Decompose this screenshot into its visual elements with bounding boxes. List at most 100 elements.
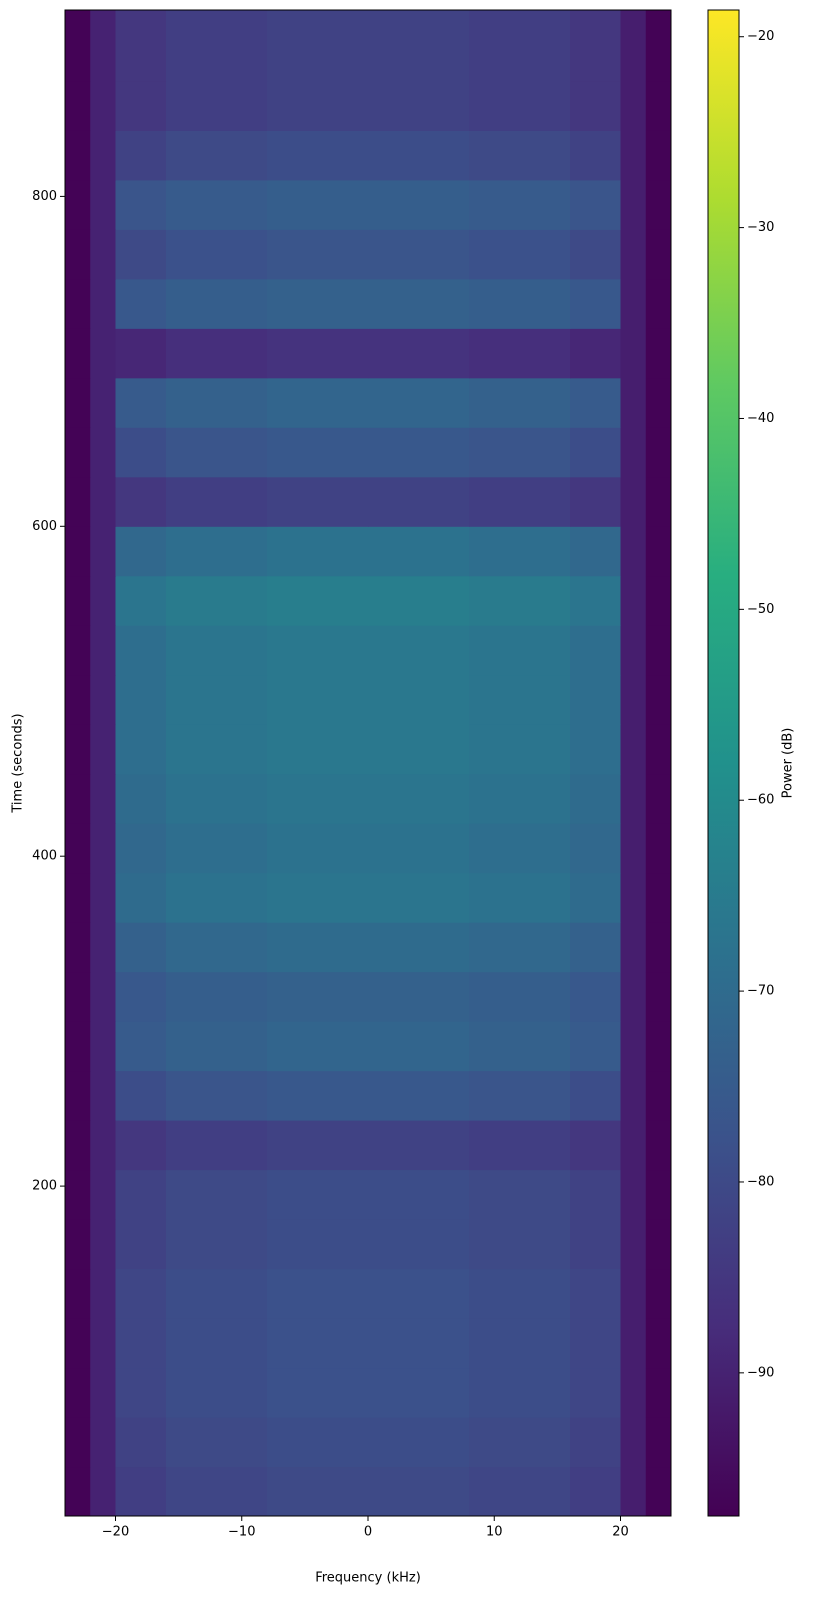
heatmap-cell xyxy=(368,1219,470,1270)
heatmap-cell xyxy=(166,872,268,923)
heatmap-cell xyxy=(65,130,91,181)
heatmap-cell xyxy=(368,179,470,230)
heatmap-cell xyxy=(469,773,571,824)
heatmap-cell xyxy=(620,1070,647,1121)
heatmap-cell xyxy=(90,377,116,428)
heatmap-cell xyxy=(65,80,91,131)
heatmap-cell xyxy=(645,674,672,725)
colorbar-tick-label: −80 xyxy=(747,1174,774,1189)
heatmap-cell xyxy=(469,476,571,527)
heatmap-cell xyxy=(620,328,647,379)
heatmap-cell xyxy=(267,575,369,626)
heatmap-cell xyxy=(90,80,116,131)
heatmap-cell xyxy=(469,1219,571,1270)
heatmap-cell xyxy=(65,724,91,775)
heatmap-cell xyxy=(90,823,116,874)
x-axis-label: Frequency (kHz) xyxy=(315,1571,421,1586)
heatmap-cell xyxy=(115,922,167,973)
heatmap-cell xyxy=(645,229,672,280)
heatmap-cell xyxy=(267,80,369,131)
heatmap-cell xyxy=(620,377,647,428)
heatmap-cell xyxy=(469,1169,571,1220)
heatmap-cell xyxy=(90,922,116,973)
heatmap-cell xyxy=(469,674,571,725)
heatmap-cell xyxy=(620,278,647,329)
heatmap-cell xyxy=(65,377,91,428)
heatmap-cell xyxy=(570,278,621,329)
heatmap-cell xyxy=(368,1021,470,1072)
heatmap-cell xyxy=(65,823,91,874)
colorbar-label: Power (dB) xyxy=(781,728,796,799)
heatmap-cell xyxy=(570,674,621,725)
heatmap-cell xyxy=(166,773,268,824)
heatmap-cell xyxy=(115,1268,167,1319)
heatmap-cell xyxy=(368,823,470,874)
heatmap-cell xyxy=(368,575,470,626)
heatmap-cell xyxy=(166,922,268,973)
heatmap-cell xyxy=(166,427,268,478)
heatmap-cell xyxy=(166,1268,268,1319)
heatmap-cell xyxy=(115,674,167,725)
heatmap-cell xyxy=(267,1367,369,1418)
heatmap-cell xyxy=(65,328,91,379)
heatmap-cell xyxy=(469,1021,571,1072)
heatmap-cell xyxy=(115,10,167,82)
heatmap-cell xyxy=(267,1169,369,1220)
heatmap-cell xyxy=(368,328,470,379)
heatmap-cell xyxy=(115,575,167,626)
heatmap-cell xyxy=(166,377,268,428)
heatmap-cell xyxy=(620,1318,647,1369)
heatmap-cell xyxy=(115,971,167,1022)
heatmap-cell xyxy=(469,80,571,131)
heatmap-cell xyxy=(645,10,672,82)
heatmap-cell xyxy=(267,1466,369,1517)
heatmap-cell xyxy=(620,724,647,775)
heatmap-cell xyxy=(166,823,268,874)
heatmap-cell xyxy=(65,1466,91,1517)
heatmap-cell xyxy=(620,1120,647,1171)
heatmap-cell xyxy=(368,229,470,280)
heatmap-cell xyxy=(166,229,268,280)
heatmap-cell xyxy=(166,1120,268,1171)
heatmap-cell xyxy=(645,179,672,230)
heatmap-cell xyxy=(570,724,621,775)
heatmap-cell xyxy=(469,278,571,329)
heatmap-cell xyxy=(166,971,268,1022)
heatmap-cell xyxy=(570,922,621,973)
heatmap-cell xyxy=(166,1466,268,1517)
heatmap-cell xyxy=(267,724,369,775)
heatmap-cell xyxy=(166,1021,268,1072)
heatmap-cell xyxy=(115,1070,167,1121)
heatmap-cell xyxy=(166,526,268,577)
heatmap-cell xyxy=(469,1070,571,1121)
heatmap-cell xyxy=(267,526,369,577)
heatmap-cell xyxy=(115,823,167,874)
heatmap-cell xyxy=(368,674,470,725)
y-tick-label: 600 xyxy=(32,519,57,534)
colorbar-tick-label: −70 xyxy=(747,984,774,999)
heatmap-cell xyxy=(620,427,647,478)
heatmap-cell xyxy=(570,1466,621,1517)
heatmap-cell xyxy=(65,1070,91,1121)
heatmap-cell xyxy=(115,229,167,280)
heatmap-cell xyxy=(620,1021,647,1072)
heatmap-cell xyxy=(115,872,167,923)
heatmap-cell xyxy=(570,823,621,874)
heatmap-cell xyxy=(570,1070,621,1121)
heatmap-cell xyxy=(645,526,672,577)
heatmap-cell xyxy=(469,1417,571,1468)
heatmap-cell xyxy=(90,1466,116,1517)
heatmap-cell xyxy=(645,278,672,329)
heatmap-cell xyxy=(469,872,571,923)
heatmap-cell xyxy=(65,1120,91,1171)
heatmap-cell xyxy=(645,773,672,824)
heatmap-cell xyxy=(90,1268,116,1319)
heatmap-cell xyxy=(368,1466,470,1517)
heatmap-cell xyxy=(645,1367,672,1418)
heatmap-cell xyxy=(469,130,571,181)
heatmap-cell xyxy=(645,377,672,428)
heatmap-cell xyxy=(90,1070,116,1121)
heatmap-cell xyxy=(645,1219,672,1270)
heatmap-cell xyxy=(469,823,571,874)
heatmap-cell xyxy=(570,773,621,824)
